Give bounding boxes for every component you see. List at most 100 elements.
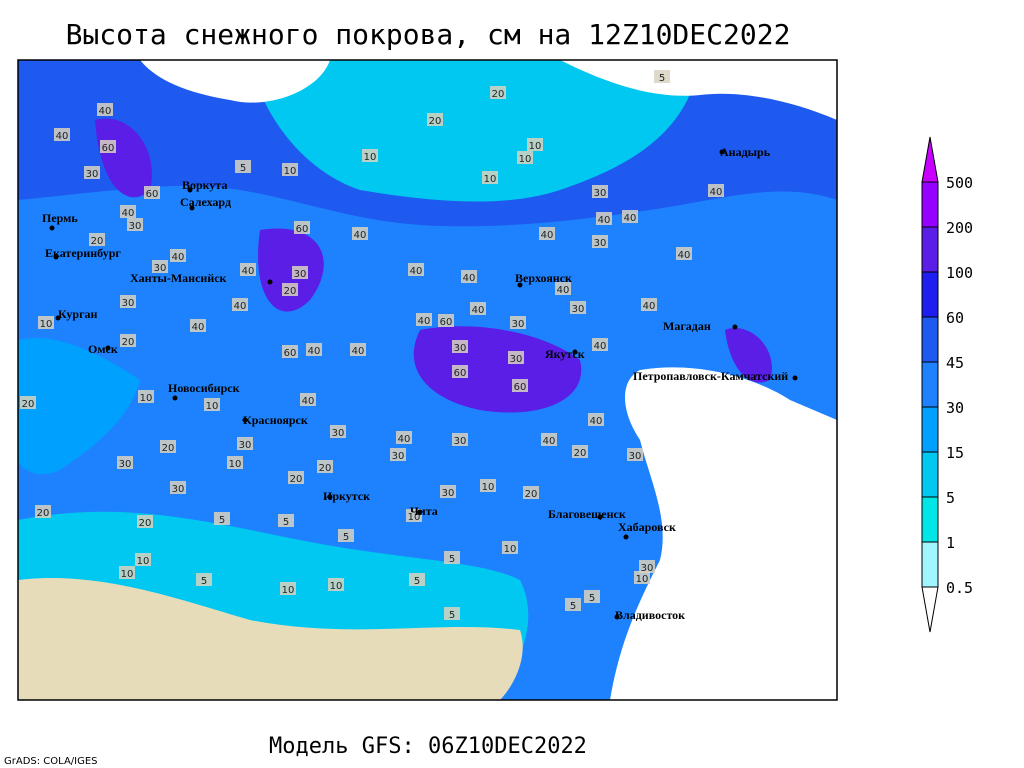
contour-label: 20 [319,463,332,474]
contour-label: 40 [99,106,112,117]
colorbar-cap [921,586,939,633]
label-box [502,541,518,554]
contour-label: 30 [294,269,307,280]
city-label: Владивосток [615,608,685,622]
contour-label: 40 [543,436,556,447]
colorbar-label: 200 [946,219,973,237]
city-label: Якутск [545,347,585,361]
label-box [565,598,581,611]
city-label: Красноярск [243,413,308,427]
contour-label: 5 [449,554,455,565]
label-box [84,166,100,179]
label-box [592,235,608,248]
sea [560,60,837,120]
city-dot [172,395,178,401]
contour-label: 40 [172,252,185,263]
contour-label: 10 [40,319,53,330]
label-box [416,313,432,326]
label-box [350,343,366,356]
city-label: Воркута [182,178,227,192]
label-box [409,573,425,586]
label-box [438,314,454,327]
contour-label: 10 [636,574,649,585]
city-dot [242,417,248,423]
colorbar-label: 30 [946,399,964,417]
label-box [288,471,304,484]
label-box [596,212,612,225]
contour-label: 10 [529,141,542,152]
label-box [280,582,296,595]
label-box [278,514,294,527]
label-box [135,553,151,566]
label-box [654,70,670,83]
colorbar-label: 60 [946,309,964,327]
contour-label: 40 [541,230,554,241]
contour-label: 5 [201,576,207,587]
label-box [570,301,586,314]
label-box [292,266,308,279]
zone [258,228,324,312]
contour-label: 20 [492,89,505,100]
contour-label: 10 [364,152,377,163]
label-box [35,505,51,518]
city-dot [572,349,578,355]
contour-label: 40 [398,434,411,445]
label-box [444,551,460,564]
contour-label: 20 [429,116,442,127]
label-box [427,113,443,126]
label-box [170,249,186,262]
label-box [592,338,608,351]
contour-label: 30 [572,304,585,315]
contour-label: 5 [343,532,349,543]
city-label: Курган [58,307,98,321]
contour-label: 30 [594,188,607,199]
label-box [527,138,543,151]
contour-label: 5 [659,73,665,84]
contour-label: 40 [302,396,315,407]
city-label: Хабаровск [618,520,676,534]
label-box [555,282,571,295]
contour-label: 60 [296,224,309,235]
label-box [517,151,533,164]
contour-label: 30 [392,451,405,462]
contour-label: 20 [284,286,297,297]
label-box [390,448,406,461]
contour-label: 30 [510,354,523,365]
label-box [306,343,322,356]
label-box [510,316,526,329]
contour-label: 5 [240,163,246,174]
label-box [676,247,692,260]
zone [725,328,772,383]
contour-label: 20 [162,443,175,454]
label-box [240,263,256,276]
contour-label: 10 [137,556,150,567]
label-box [330,425,346,438]
contour-label: 40 [590,416,603,427]
label-box [282,163,298,176]
contour-label: 60 [284,348,297,359]
label-box [232,298,248,311]
contour-label: 5 [449,610,455,621]
map [17,59,838,701]
contour-label: 20 [122,337,135,348]
contour-label: 10 [484,174,497,185]
contour-label: 20 [91,236,104,247]
contour-label: 40 [710,187,723,198]
contour-label: 20 [139,518,152,529]
contour-label: 30 [239,440,252,451]
label-box [440,485,456,498]
label-box [641,298,657,311]
contour-label: 30 [122,298,135,309]
label-box [282,283,298,296]
colorbar-label: 5 [946,489,955,507]
city-label: Магадан [663,319,711,333]
city-dot [55,315,61,321]
contour-label: 30 [454,343,467,354]
city-dot [105,345,111,351]
label-box [160,440,176,453]
city-label: Новосибирск [168,381,240,395]
label-box [138,390,154,403]
contour-label: 10 [408,512,421,523]
city-label: Анадырь [720,145,771,159]
colorbar-label: 1 [946,534,955,552]
